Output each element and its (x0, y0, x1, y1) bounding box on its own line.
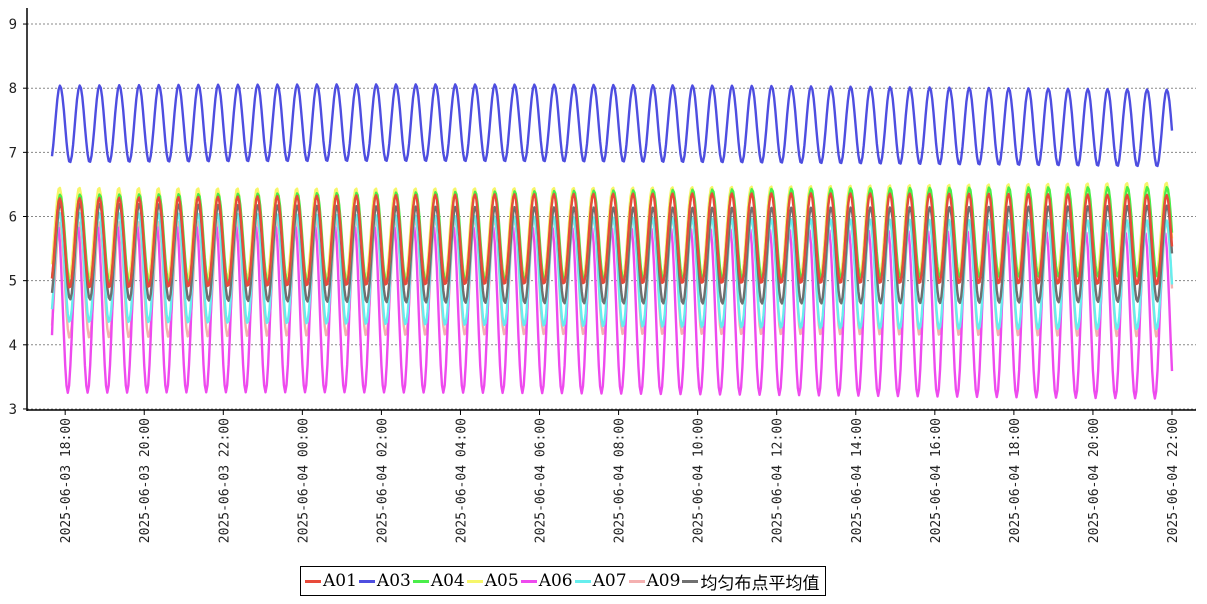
y-tick-label: 6 (9, 210, 17, 226)
legend-swatch (305, 579, 321, 583)
legend-swatch (574, 579, 591, 583)
y-tick-labels: 3 4 5 6 7 8 9 (9, 17, 17, 418)
legend-swatch (682, 579, 699, 583)
x-tick-label: 2025-06-04 20:00 (1087, 418, 1102, 543)
x-tick-label: 2025-06-04 22:00 (1166, 418, 1181, 543)
legend-label: A05 (484, 571, 519, 591)
x-tick-label: 2025-06-04 02:00 (375, 418, 390, 543)
legend-swatch (520, 579, 537, 583)
x-tick-label: 2025-06-04 04:00 (454, 418, 469, 543)
x-tick-label: 2025-06-04 10:00 (692, 418, 707, 543)
legend-item: A09 (628, 571, 681, 591)
legend-label: A06 (538, 571, 573, 591)
legend-item: A04 (412, 571, 465, 591)
y-tick-label: 5 (9, 274, 17, 290)
legend-label: A07 (592, 571, 627, 591)
legend-item: 均匀布点平均值 (682, 569, 819, 594)
axis-layer (26, 8, 1196, 415)
x-tick-label: 2025-06-03 18:00 (59, 418, 74, 543)
x-tick-label: 2025-06-04 12:00 (771, 418, 786, 543)
legend-swatch (358, 579, 375, 583)
y-tick-label: 8 (9, 81, 17, 97)
x-tick-label: 2025-06-04 00:00 (296, 418, 311, 543)
series-line-A03 (50, 83, 1174, 168)
x-tick-label: 2025-06-03 22:00 (217, 418, 232, 543)
legend-item: A07 (574, 571, 627, 591)
x-tick-labels: 2025-06-03 18:00 2025-06-03 20:00 2025-06-… (59, 418, 1181, 543)
legend-label: 均匀布点平均值 (700, 573, 820, 594)
x-tick-label: 2025-06-04 14:00 (850, 418, 865, 543)
legend-swatch (412, 579, 429, 583)
x-tick-label: 2025-06-04 16:00 (929, 418, 944, 543)
legend-item: A01 (305, 571, 357, 591)
x-tick-label: 2025-06-04 08:00 (613, 418, 628, 543)
y-tick-label: 3 (9, 402, 17, 418)
series-line-A01 (50, 192, 1174, 289)
y-tick-label: 4 (9, 338, 17, 354)
x-tick-label: 2025-06-03 20:00 (138, 418, 153, 543)
legend-label: A03 (376, 571, 411, 591)
legend-item: A05 (466, 571, 519, 591)
legend-label: A01 (323, 571, 357, 591)
legend-swatch (466, 579, 483, 583)
legend-label: A09 (646, 571, 681, 591)
chart-legend: A01 A03 A04 A05 A06 A07 A09 均匀布点平均值 (300, 566, 827, 596)
series-layer (50, 83, 1174, 400)
legend-item: A03 (358, 571, 411, 591)
x-tick-label: 2025-06-04 18:00 (1008, 418, 1023, 543)
y-tick-label: 9 (9, 17, 17, 33)
legend-swatch (628, 579, 645, 583)
x-tick-label: 2025-06-04 06:00 (534, 418, 549, 543)
legend-label: A04 (430, 571, 465, 591)
legend-item: A06 (520, 571, 573, 591)
y-tick-label: 7 (9, 145, 17, 161)
